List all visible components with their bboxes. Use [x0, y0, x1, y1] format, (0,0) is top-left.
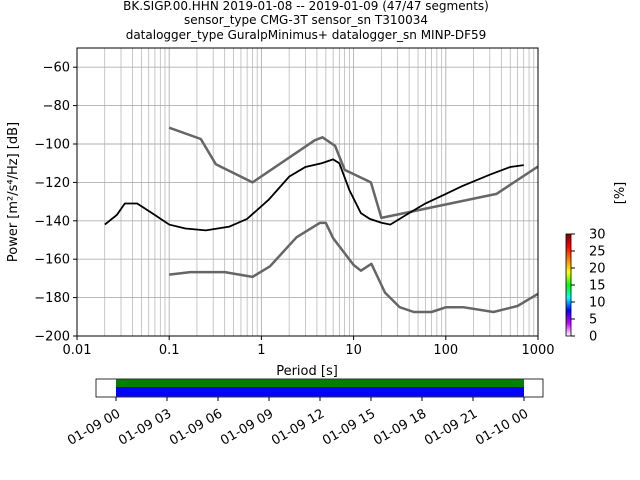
timeline-tick-label: 01-09 18: [371, 406, 429, 448]
timeline-tick-label: 01-09 15: [320, 406, 378, 448]
x-tick-label: 10: [345, 343, 362, 358]
noise-model-nlnm: [169, 221, 538, 314]
mean-psd-line: [104, 158, 524, 232]
y-tick-label: −60: [43, 61, 70, 76]
colorbar-tick-label: 10: [589, 296, 606, 311]
title-line-1: BK.SIGP.00.HHN 2019-01-08 -- 2019-01-09 …: [123, 0, 489, 13]
chart-title: BK.SIGP.00.HHN 2019-01-08 -- 2019-01-09 …: [123, 0, 489, 42]
coverage-bar-upper: [116, 379, 524, 387]
timeline-tick-label: 01-09 09: [218, 406, 276, 448]
colorbar-label: [%]: [613, 182, 628, 205]
plot-frame: [76, 47, 539, 337]
title-line-3: datalogger_type GuralpMinimus+ datalogge…: [126, 28, 487, 42]
y-tick-label: −80: [43, 99, 70, 114]
x-tick-label: 1000: [521, 343, 554, 358]
colorbar-tick-label: 25: [589, 245, 606, 260]
y-tick-label: −120: [34, 176, 70, 191]
colorbar-tick-label: 15: [589, 279, 606, 294]
timeline-tick-label: 01-09 00: [65, 406, 123, 448]
timeline-tick-label: 01-09 06: [167, 406, 225, 448]
timeline-tick-label: 01-10 00: [473, 406, 531, 448]
x-axis-ticks: 0.01 0.1 1 10 100 1000: [63, 336, 555, 358]
noise-models: [168, 126, 538, 314]
colorbar-tick-label: 5: [589, 313, 597, 328]
title-line-2: sensor_type CMG-3T sensor_sn T310034: [184, 13, 428, 27]
y-axis-ticks: −60 −80 −100 −120 −140 −160 −180 −200: [34, 61, 77, 345]
y-axis-label: Power [m²/s⁴/Hz] [dB]: [6, 122, 21, 262]
y-tick-label: −140: [34, 214, 70, 229]
noise-model-nhnm: [168, 126, 538, 220]
coverage-bar-lower: [116, 387, 524, 397]
mean-psd: [104, 158, 524, 232]
timeline-tick-label: 01-09 12: [269, 406, 327, 448]
colorbar-tick-label: 20: [589, 262, 606, 277]
x-tick-label: 1: [257, 343, 265, 358]
x-axis-label: Period [s]: [276, 364, 338, 379]
timeline-tick-label: 01-09 03: [116, 406, 174, 448]
timeline-coverage: [116, 379, 524, 397]
x-tick-label: 100: [433, 343, 458, 358]
y-tick-label: −200: [34, 330, 70, 345]
colorbar-scale: [565, 233, 572, 337]
y-tick-label: −180: [34, 291, 70, 306]
y-tick-label: −160: [34, 253, 70, 268]
y-tick-label: −100: [34, 138, 70, 153]
x-tick-label: 0.1: [159, 343, 180, 358]
x-tick-label: 0.01: [63, 343, 92, 358]
colorbar: 0 5 10 15 20 25 30 [%]: [565, 182, 628, 345]
timeline-tick-label: 01-09 21: [422, 406, 480, 448]
colorbar-tick-label: 30: [589, 228, 606, 243]
colorbar-ticks: 0 5 10 15 20 25 30: [571, 228, 606, 345]
colorbar-tick-label: 0: [589, 330, 597, 345]
plot-grid: [76, 48, 538, 337]
